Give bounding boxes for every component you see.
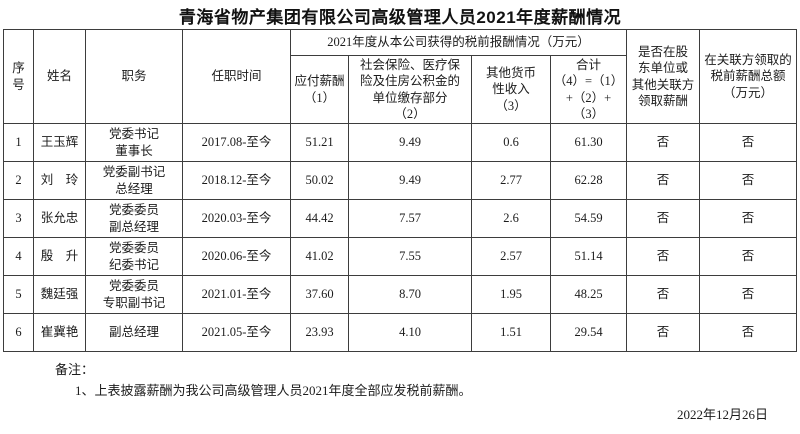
cell-tenure: 2020.06-至今 [182,237,291,276]
cell-payable: 50.02 [290,161,349,200]
cell-related-party-amount: 否 [699,275,798,314]
cell-position: 党委委员 副总经理 [85,199,183,238]
cell-name: 殷 升 [33,237,86,276]
table-header-row-1: 序 号 姓名 职务 任职时间 2021年度从本公司获得的税前报酬情况（万元） 是… [3,29,798,124]
cell-seq: 5 [3,275,34,314]
cell-seq: 1 [3,123,34,162]
cell-name: 张允忠 [33,199,86,238]
note-item: 1、上表披露薪酬为我公司高级管理人员2021年度全部应发税前薪酬。 [75,382,472,398]
cell-tenure: 2021.01-至今 [182,275,291,314]
document-date: 2022年12月26日 [676,407,768,422]
header-total: 合计 （4）=（1） +（2）+ （3） [549,55,628,124]
cell-other-income: 2.77 [471,161,551,200]
cell-seq: 6 [3,313,34,352]
cell-position: 副总经理 [85,313,183,352]
header-position: 职务 [85,29,183,124]
cell-name: 魏廷强 [33,275,86,314]
page-title: 青海省物产集团有限公司高级管理人员2021年度薪酬情况 [178,8,622,27]
cell-related-party-flag: 否 [626,161,701,200]
cell-position: 党委委员 纪委书记 [85,237,183,276]
cell-seq: 3 [3,199,34,238]
cell-social-insurance: 7.57 [348,199,472,238]
cell-payable: 44.42 [290,199,349,238]
cell-payable: 23.93 [290,313,349,352]
cell-related-party-flag: 否 [626,199,701,238]
cell-related-party-amount: 否 [699,237,798,276]
header-payable: 应付薪酬 （1） [290,55,349,124]
cell-social-insurance: 8.70 [348,275,472,314]
header-other-income: 其他货币 性收入 （3） [471,55,551,124]
table-row: 4 殷 升 党委委员 纪委书记 2020.06-至今 41.02 7.55 2.… [3,237,798,276]
table-row: 3 张允忠 党委委员 副总经理 2020.03-至今 44.42 7.57 2.… [3,199,798,238]
table-header-row-2: 应付薪酬 （1） 社会保险、医疗保 险及住房公积金的 单位缴存部分 （2） 其他… [4,55,797,124]
table-row: 1 王玉辉 党委书记 董事长 2017.08-至今 51.21 9.49 0.6… [3,123,798,162]
cell-name: 王玉辉 [33,123,86,162]
header-social-insurance: 社会保险、医疗保 险及住房公积金的 单位缴存部分 （2） [348,55,472,124]
cell-seq: 2 [3,161,34,200]
cell-tenure: 2020.03-至今 [182,199,291,238]
table-row: 5 魏廷强 党委委员 专职副书记 2021.01-至今 37.60 8.70 1… [3,275,798,314]
header-related-party-amount: 在关联方领取的 税前薪酬总额 （万元） [699,29,798,124]
cell-name: 刘 玲 [33,161,86,200]
header-related-party-flag: 是否在股 东单位或 其他关联方 领取薪酬 [626,29,701,124]
cell-related-party-flag: 否 [626,123,701,162]
cell-total: 61.30 [549,123,628,162]
table-row: 6 崔冀艳 副总经理 2021.05-至今 23.93 4.10 1.51 29… [3,313,798,352]
cell-related-party-amount: 否 [699,161,798,200]
cell-other-income: 1.95 [471,275,551,314]
cell-seq: 4 [3,237,34,276]
cell-social-insurance: 9.49 [348,161,472,200]
cell-other-income: 2.6 [471,199,551,238]
cell-related-party-amount: 否 [699,313,798,352]
header-tenure: 任职时间 [182,29,291,124]
cell-social-insurance: 9.49 [348,123,472,162]
header-name: 姓名 [33,29,86,124]
cell-related-party-flag: 否 [626,275,701,314]
cell-related-party-amount: 否 [699,123,798,162]
cell-total: 62.28 [549,161,628,200]
cell-other-income: 2.57 [471,237,551,276]
cell-payable: 37.60 [290,275,349,314]
cell-tenure: 2021.05-至今 [182,313,291,352]
cell-social-insurance: 7.55 [348,237,472,276]
cell-tenure: 2018.12-至今 [182,161,291,200]
notes-label: 备注： [55,362,95,377]
cell-name: 崔冀艳 [33,313,86,352]
cell-total: 51.14 [549,237,628,276]
cell-related-party-flag: 否 [626,237,701,276]
cell-position: 党委副书记 总经理 [85,161,183,200]
table-row: 2 刘 玲 党委副书记 总经理 2018.12-至今 50.02 9.49 2.… [3,161,798,200]
cell-payable: 41.02 [290,237,349,276]
cell-other-income: 0.6 [471,123,551,162]
cell-total: 48.25 [549,275,628,314]
cell-tenure: 2017.08-至今 [182,123,291,162]
cell-related-party-flag: 否 [626,313,701,352]
cell-related-party-amount: 否 [699,199,798,238]
cell-total: 29.54 [549,313,628,352]
cell-social-insurance: 4.10 [348,313,472,352]
cell-position: 党委书记 董事长 [85,123,183,162]
cell-total: 54.59 [549,199,628,238]
cell-other-income: 1.51 [471,313,551,352]
salary-table: 序 号 姓名 职务 任职时间 2021年度从本公司获得的税前报酬情况（万元） 是… [3,29,798,352]
notes-section: 备注： 1、上表披露薪酬为我公司高级管理人员2021年度全部应发税前薪酬。 [55,360,472,402]
header-seq: 序 号 [3,29,34,124]
header-remuneration-group: 2021年度从本公司获得的税前报酬情况（万元） [289,29,628,56]
cell-payable: 51.21 [290,123,349,162]
cell-position: 党委委员 专职副书记 [85,275,183,314]
